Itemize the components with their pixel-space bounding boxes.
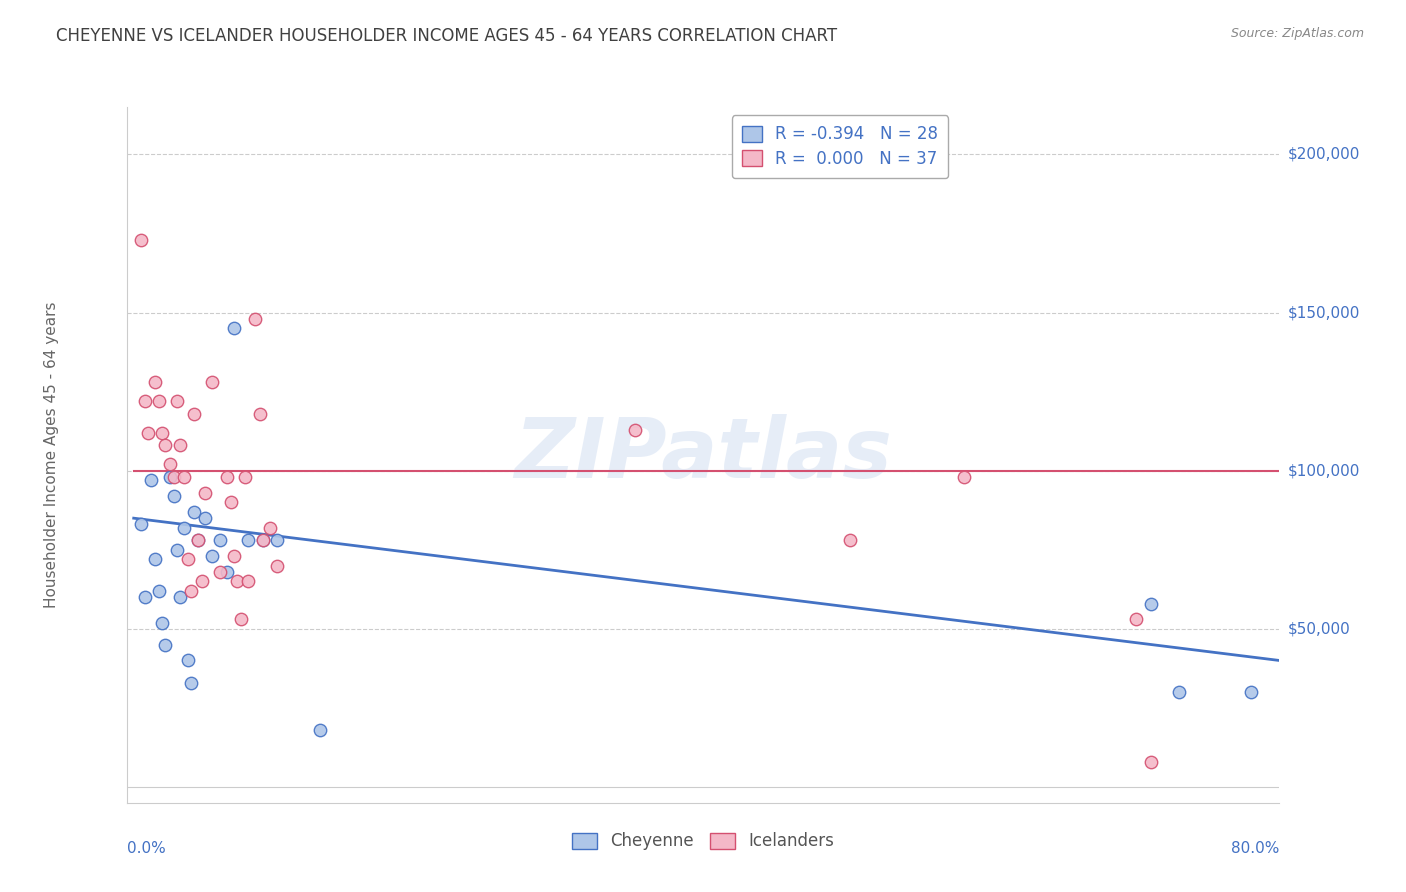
Point xyxy=(222,549,245,563)
Point xyxy=(1240,685,1263,699)
Point xyxy=(180,583,202,598)
Point xyxy=(953,470,976,484)
Point xyxy=(238,574,260,589)
Point xyxy=(173,521,195,535)
Point xyxy=(177,653,200,667)
Point xyxy=(169,591,191,605)
Point xyxy=(180,675,202,690)
Point xyxy=(201,549,224,563)
Point xyxy=(252,533,274,548)
Text: Householder Income Ages 45 - 64 years: Householder Income Ages 45 - 64 years xyxy=(44,301,59,608)
Point xyxy=(129,233,152,247)
Point xyxy=(208,533,231,548)
Point xyxy=(309,723,332,737)
Point xyxy=(1139,755,1161,769)
Text: 0.0%: 0.0% xyxy=(127,841,166,856)
Point xyxy=(148,394,170,409)
Point xyxy=(183,505,205,519)
Text: $100,000: $100,000 xyxy=(1288,463,1360,478)
Point xyxy=(187,533,209,548)
Point xyxy=(1168,685,1191,699)
Text: $150,000: $150,000 xyxy=(1288,305,1360,320)
Point xyxy=(229,612,252,626)
Point xyxy=(194,486,217,500)
Point xyxy=(159,470,181,484)
Point xyxy=(169,438,191,452)
Point xyxy=(166,542,188,557)
Point xyxy=(235,470,257,484)
Point xyxy=(215,470,238,484)
Point xyxy=(624,423,647,437)
Point xyxy=(1125,612,1147,626)
Point xyxy=(222,321,245,335)
Point xyxy=(183,407,205,421)
Point xyxy=(150,615,173,630)
Text: ZIPatlas: ZIPatlas xyxy=(515,415,891,495)
Point xyxy=(129,517,152,532)
Point xyxy=(163,470,186,484)
Point xyxy=(173,470,195,484)
Point xyxy=(177,552,200,566)
Point xyxy=(194,511,217,525)
Point xyxy=(134,591,156,605)
Point xyxy=(166,394,188,409)
Point xyxy=(249,407,271,421)
Point xyxy=(148,583,170,598)
Point xyxy=(134,394,156,409)
Text: $50,000: $50,000 xyxy=(1288,622,1351,636)
Point xyxy=(201,375,224,389)
Text: 80.0%: 80.0% xyxy=(1232,841,1279,856)
Point xyxy=(208,565,231,579)
Point xyxy=(150,425,173,440)
Point xyxy=(187,533,209,548)
Point xyxy=(215,565,238,579)
Point xyxy=(259,521,281,535)
Point xyxy=(266,558,288,573)
Point xyxy=(155,438,177,452)
Point xyxy=(245,312,267,326)
Point xyxy=(139,473,162,487)
Point xyxy=(143,375,166,389)
Point xyxy=(225,574,247,589)
Point xyxy=(163,489,186,503)
Point xyxy=(191,574,214,589)
Point xyxy=(159,458,181,472)
Point xyxy=(252,533,274,548)
Point xyxy=(219,495,242,509)
Point xyxy=(155,638,177,652)
Text: Source: ZipAtlas.com: Source: ZipAtlas.com xyxy=(1230,27,1364,40)
Point xyxy=(266,533,288,548)
Point xyxy=(143,552,166,566)
Point xyxy=(136,425,159,440)
Legend: Cheyenne, Icelanders: Cheyenne, Icelanders xyxy=(565,826,841,857)
Point xyxy=(1139,597,1161,611)
Point xyxy=(838,533,860,548)
Text: $200,000: $200,000 xyxy=(1288,147,1360,162)
Text: CHEYENNE VS ICELANDER HOUSEHOLDER INCOME AGES 45 - 64 YEARS CORRELATION CHART: CHEYENNE VS ICELANDER HOUSEHOLDER INCOME… xyxy=(56,27,838,45)
Point xyxy=(238,533,260,548)
